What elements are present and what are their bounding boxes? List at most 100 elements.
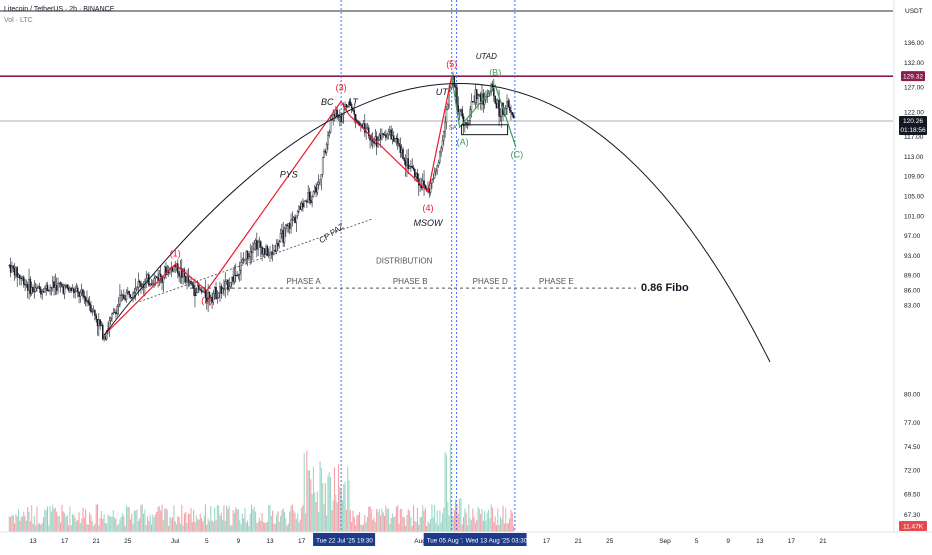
- volume-bar: [394, 516, 396, 532]
- volume-indicator-title[interactable]: Vol · LTC: [4, 17, 33, 24]
- candle-body: [57, 283, 59, 291]
- price-axis-tick: 77.00: [904, 420, 921, 427]
- volume-bar: [204, 504, 207, 532]
- candle-body: [497, 100, 499, 109]
- resistance-price-tag[interactable]: [901, 71, 925, 82]
- candle-body: [80, 289, 83, 293]
- label-phase-e: PHASE E: [539, 277, 574, 286]
- time-axis-tick: 17: [543, 538, 551, 545]
- candle-body: [105, 330, 108, 340]
- candle-body: [287, 223, 290, 227]
- volume-bar: [14, 523, 16, 532]
- volume-bar: [415, 522, 417, 532]
- candle-body: [403, 158, 406, 161]
- time-axis[interactable]: 13172125Jul5913172125Aug5913172125Sep591…: [0, 531, 932, 550]
- volume-bar: [307, 470, 309, 532]
- volume-bar: [303, 453, 305, 532]
- volume-bar: [120, 516, 122, 532]
- volume-bar: [162, 519, 164, 532]
- price-axis[interactable]: USDT 136.00 132.00 127.00 122.00 117.00 113.00…: [893, 0, 932, 550]
- candle-body: [291, 219, 294, 221]
- candle-body: [67, 287, 70, 291]
- volume-bar: [141, 504, 143, 532]
- volume-bar: [501, 519, 503, 532]
- candle-body: [274, 249, 277, 252]
- candle-body: [208, 292, 211, 299]
- label-phase-b: PHASE B: [393, 277, 428, 286]
- label-utad: UTAD: [476, 52, 497, 61]
- candle-body: [50, 287, 53, 289]
- volume-bar: [16, 516, 18, 532]
- volume-bar: [482, 520, 484, 532]
- candle-body: [177, 263, 179, 274]
- volume-bar: [314, 492, 316, 532]
- candle-body: [95, 315, 97, 320]
- candle-body: [183, 269, 186, 277]
- volume-bar: [28, 511, 30, 532]
- candle-body: [421, 180, 424, 188]
- candle-body: [332, 114, 334, 121]
- volume-bar: [118, 524, 120, 532]
- candle-body: [325, 144, 328, 153]
- candle-body: [393, 135, 395, 142]
- volume-bar: [37, 524, 39, 532]
- current-price-tag[interactable]: [899, 116, 927, 135]
- candle-body: [73, 288, 75, 294]
- candle-body: [48, 290, 50, 292]
- volume-bar: [274, 523, 276, 532]
- volume-bar: [391, 513, 393, 532]
- volume-tag[interactable]: [899, 521, 927, 531]
- volume-bar: [419, 517, 421, 532]
- volume-bar: [132, 523, 134, 532]
- volume-bar: [356, 515, 358, 532]
- volume-bar: [427, 521, 429, 532]
- candle-body: [494, 95, 496, 104]
- candle-body: [477, 95, 479, 99]
- volume-bar: [349, 510, 351, 532]
- candle-body: [156, 276, 158, 278]
- drawings: [103, 76, 771, 363]
- candle-body: [281, 230, 283, 234]
- candle-body: [486, 96, 489, 98]
- symbol-title[interactable]: Litecoin / TetherUS · 2h · BINANCE: [4, 6, 115, 13]
- candle-body: [28, 279, 30, 291]
- volume-bar: [40, 524, 42, 532]
- candle-body: [191, 283, 194, 286]
- candle-body: [245, 250, 248, 260]
- volume-bar: [65, 516, 67, 532]
- candle-body: [282, 230, 284, 243]
- volume-bar: [35, 525, 37, 532]
- candle-body: [115, 312, 117, 315]
- volume-bar: [81, 518, 83, 532]
- volume-bar: [447, 501, 449, 532]
- resistance-price-tag-text: 129.32: [903, 74, 923, 81]
- volume-bar: [200, 517, 203, 532]
- candle-body: [312, 191, 315, 197]
- volume-bar: [189, 514, 191, 532]
- candle-body: [138, 281, 141, 284]
- date-tag[interactable]: [313, 533, 376, 546]
- volume-bar: [222, 520, 224, 532]
- volume-bar: [332, 500, 334, 532]
- time-axis-tick: 9: [726, 538, 730, 545]
- time-axis-tick: Aug: [414, 538, 426, 545]
- candle-body: [188, 280, 191, 283]
- candle-body: [314, 187, 316, 192]
- candle-body: [317, 182, 320, 185]
- candle-body: [78, 291, 80, 297]
- volume-bar: [432, 517, 434, 532]
- volume-bar: [148, 520, 150, 532]
- volume-bar: [49, 506, 51, 532]
- volume-bar: [310, 479, 312, 532]
- date-tag[interactable]: [462, 533, 527, 546]
- volume-bar: [128, 506, 130, 532]
- date-tag-text: Tue 05 Aug '25 21:3: [427, 538, 483, 545]
- volume-bar: [245, 522, 247, 532]
- volume-bar: [323, 504, 325, 532]
- candle-body: [402, 149, 404, 159]
- candle-body: [30, 287, 33, 294]
- volume-bar: [489, 518, 491, 532]
- volume-bar: [111, 516, 113, 532]
